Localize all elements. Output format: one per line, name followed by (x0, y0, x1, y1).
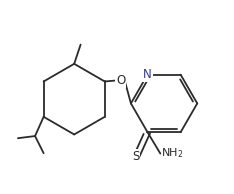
Text: O: O (116, 74, 125, 87)
Text: N: N (143, 68, 152, 81)
Text: S: S (132, 150, 139, 163)
Text: NH$_2$: NH$_2$ (161, 147, 184, 160)
